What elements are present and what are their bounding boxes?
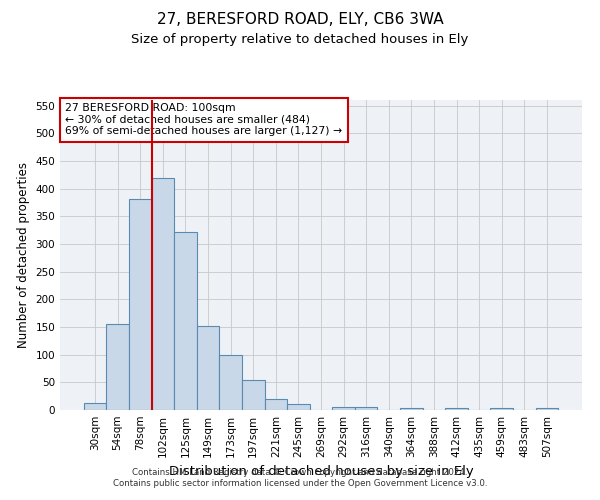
Bar	[332, 407, 355, 410]
Bar	[242, 380, 265, 410]
Bar	[400, 408, 422, 410]
Text: Size of property relative to detached houses in Ely: Size of property relative to detached ho…	[131, 32, 469, 46]
Bar	[197, 326, 220, 410]
Bar	[220, 354, 242, 410]
Bar	[129, 198, 152, 410]
Bar	[287, 404, 310, 410]
Bar	[265, 400, 287, 410]
Bar	[536, 408, 558, 410]
Text: 27, BERESFORD ROAD, ELY, CB6 3WA: 27, BERESFORD ROAD, ELY, CB6 3WA	[157, 12, 443, 28]
Text: Contains HM Land Registry data © Crown copyright and database right 2024.
Contai: Contains HM Land Registry data © Crown c…	[113, 468, 487, 487]
Bar	[152, 178, 174, 410]
Bar	[355, 407, 377, 410]
Bar	[445, 408, 468, 410]
Y-axis label: Number of detached properties: Number of detached properties	[17, 162, 30, 348]
Bar	[174, 232, 197, 410]
Text: 27 BERESFORD ROAD: 100sqm
← 30% of detached houses are smaller (484)
69% of semi: 27 BERESFORD ROAD: 100sqm ← 30% of detac…	[65, 103, 343, 136]
Bar	[106, 324, 129, 410]
Bar	[84, 403, 106, 410]
X-axis label: Distribution of detached houses by size in Ely: Distribution of detached houses by size …	[169, 466, 473, 478]
Bar	[490, 408, 513, 410]
